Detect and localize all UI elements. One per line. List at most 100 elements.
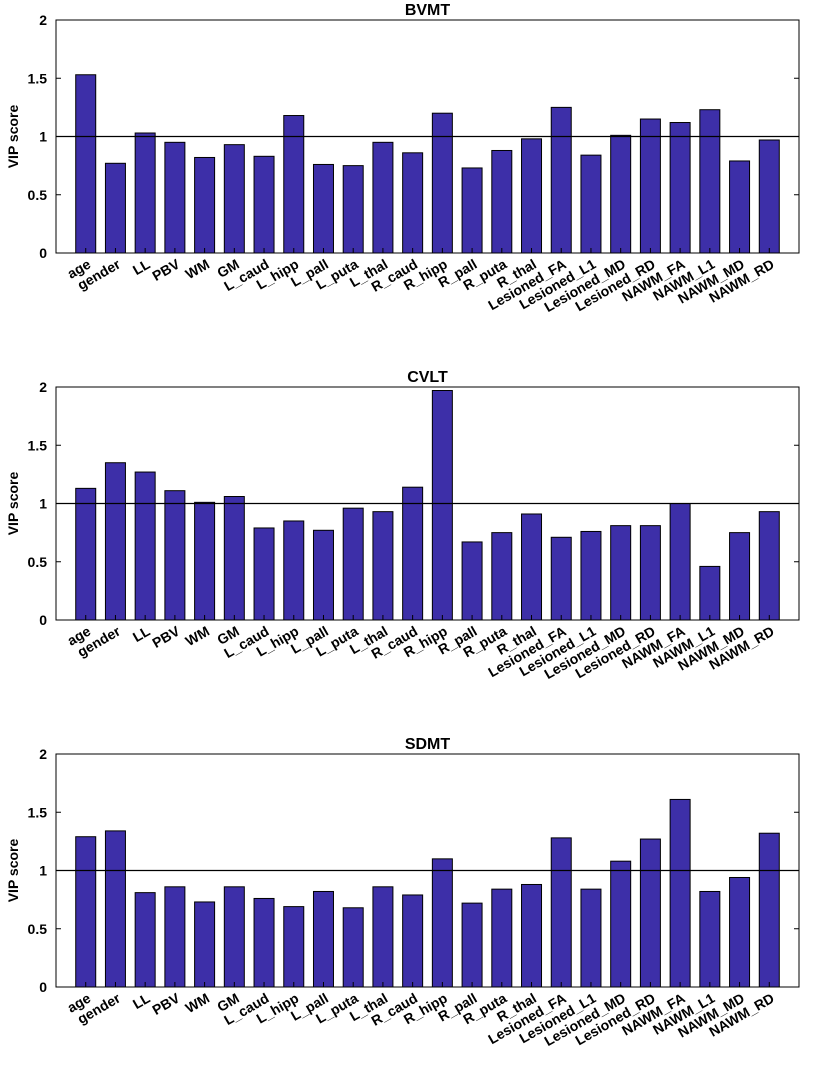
bar-GM [223,144,245,254]
x-tick-label: PBV [149,622,183,651]
bar-WM [194,901,216,988]
y-axis-label: VIP score [5,839,21,903]
bar-age [75,487,97,621]
bar-R_caud [402,486,424,621]
bar-GM [223,496,245,621]
y-tick-label: 0 [39,612,47,628]
bar-Lesioned_MD [610,134,632,254]
x-tick-label: PBV [149,989,183,1018]
y-tick-label: 2 [39,746,47,762]
y-tick-label: 2 [39,12,47,28]
bar-L_pall [312,163,334,254]
bar-R_caud [402,894,424,988]
y-tick-label: 1 [39,129,47,145]
bar-Lesioned_RD [639,118,661,254]
bar-gender [104,162,126,254]
bar-Lesioned_L1 [580,888,602,988]
bar-R_pall [461,902,483,988]
bar-R_puta [491,888,513,988]
x-tick-label: LL [130,623,153,646]
bar-L_pall [312,529,334,621]
bar-GM [223,886,245,988]
chart-title: SDMT [405,736,451,753]
y-axis-label: VIP score [5,472,21,536]
bar-Lesioned_MD [610,525,632,621]
bar-PBV [164,490,186,621]
bar-gender [104,462,126,621]
bar-R_thal [521,883,543,988]
bar-L_caud [253,527,275,621]
bar-R_thal [521,513,543,621]
y-tick-label: 1 [39,863,47,879]
bar-NAWM_L1 [699,109,721,254]
y-tick-label: 2 [39,379,47,395]
bar-L_hipp [283,520,305,621]
bar-R_hipp [431,858,453,988]
y-tick-label: 0.5 [28,187,48,203]
bar-Lesioned_RD [639,838,661,988]
x-tick-label: LL [130,256,153,279]
bar-NAWM_MD [729,876,751,988]
x-tick-label: LL [130,990,153,1013]
bar-R_pall [461,167,483,254]
bar-LL [134,471,156,621]
bar-L_caud [253,897,275,988]
bar-NAWM_FA [669,798,691,988]
bar-age [75,74,97,254]
chart-title: BVMT [405,2,451,19]
bar-Lesioned_FA [550,837,572,988]
bar-WM [194,156,216,254]
bar-Lesioned_FA [550,536,572,621]
bar-L_thal [372,511,394,621]
x-tick-label: PBV [149,255,183,284]
bar-R_caud [402,152,424,254]
bar-Lesioned_L1 [580,154,602,254]
bar-Lesioned_MD [610,860,632,988]
bar-R_hipp [431,389,453,621]
bar-R_puta [491,149,513,254]
bar-R_hipp [431,112,453,254]
y-axis-label: VIP score [5,105,21,169]
bar-R_puta [491,532,513,621]
bar-NAWM_RD [758,511,780,621]
bar-NAWM_RD [758,139,780,254]
bar-NAWM_FA [669,503,691,621]
bar-NAWM_L1 [699,890,721,988]
y-tick-label: 0.5 [28,554,48,570]
bar-Lesioned_RD [639,525,661,621]
bar-L_puta [342,165,364,254]
bar-NAWM_MD [729,160,751,254]
y-tick-label: 1.5 [28,437,48,453]
y-tick-label: 0 [39,245,47,261]
bar-L_puta [342,907,364,988]
bar-NAWM_RD [758,832,780,988]
bar-WM [194,501,216,621]
bar-L_hipp [283,906,305,988]
bar-PBV [164,886,186,988]
bar-age [75,836,97,988]
x-tick-label: WM [183,623,213,649]
y-tick-label: 0 [39,979,47,995]
bar-NAWM_L1 [699,565,721,621]
bar-NAWM_FA [669,122,691,254]
bar-NAWM_MD [729,532,751,621]
bar-L_pall [312,890,334,988]
chart-title: CVLT [407,369,448,386]
bar-L_thal [372,886,394,988]
bar-LL [134,892,156,988]
bar-LL [134,132,156,254]
bar-L_thal [372,141,394,254]
bar-L_puta [342,507,364,621]
y-tick-label: 1 [39,496,47,512]
bar-L_caud [253,155,275,254]
bar-gender [104,830,126,988]
bar-Lesioned_FA [550,106,572,254]
bar-Lesioned_L1 [580,530,602,621]
y-tick-label: 1.5 [28,70,48,86]
x-tick-label: WM [183,990,213,1016]
